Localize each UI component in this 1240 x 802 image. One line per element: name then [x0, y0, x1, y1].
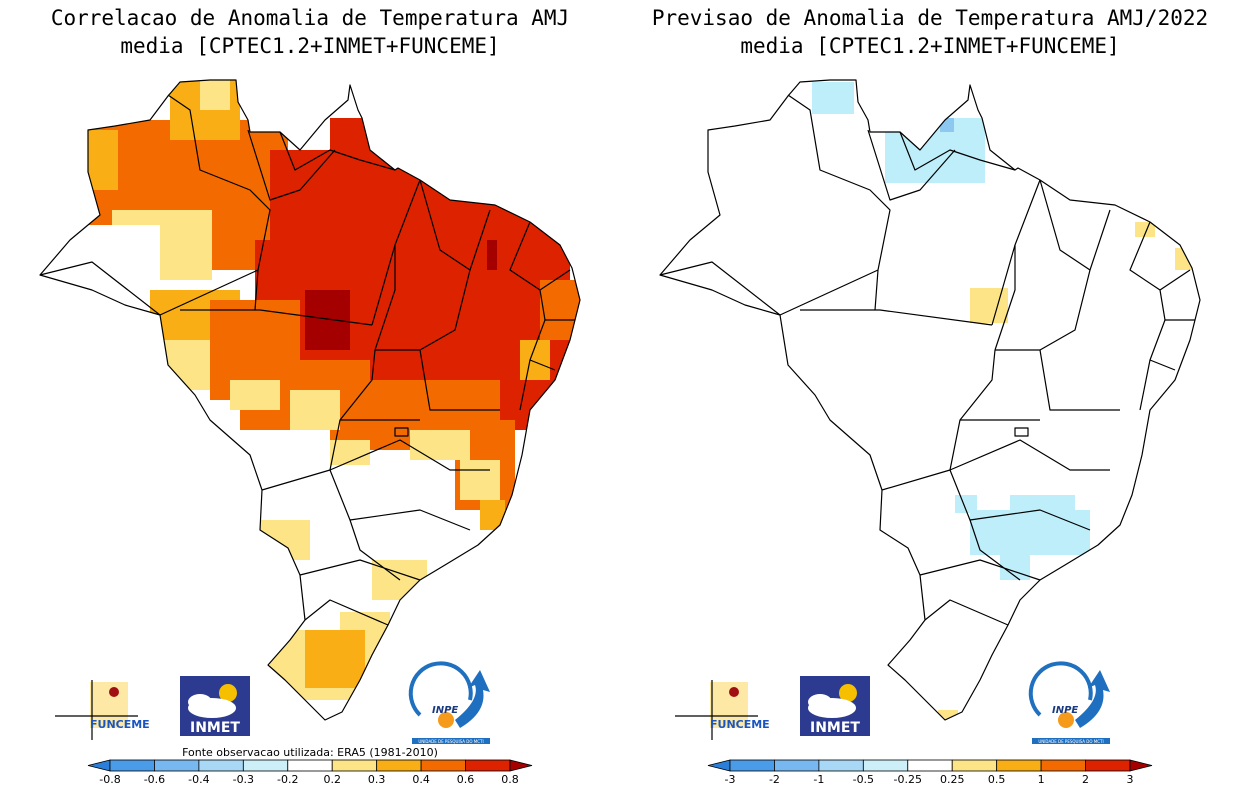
colorbar-swatch [774, 759, 820, 772]
colorbar-tick-label: -0.5 [853, 773, 874, 786]
correlation-panel: Correlacao de Anomalia de Temperatura AM… [39, 6, 581, 786]
colorbar-swatch [331, 759, 378, 772]
colorbar-tick-label: -0.8 [99, 773, 120, 786]
colorbar-swatch [1085, 759, 1131, 772]
colorbar-tick-labels: -3 -2 -1 -0.5 -0.25 0.25 0.5 1 2 3 [725, 773, 1134, 786]
colorbar-swatch [465, 759, 511, 772]
source-note: Fonte observacao utilizada: ERA5 (1981-2… [182, 746, 438, 759]
panel-title: Previsao de Anomalia de Temperatura AMJ/… [651, 6, 1209, 30]
colorbar-tick-label: 3 [1127, 773, 1134, 786]
inmet-logo-text: INMET [810, 720, 860, 736]
colorbar-swatch [1040, 759, 1086, 772]
colorbar-swatch [198, 759, 244, 772]
funceme-logo: FUNCEME [55, 680, 150, 740]
funceme-logo-text: FUNCEME [710, 718, 770, 731]
inpe-logo: INPE UNIDADE DE PESQUISA DO MCTI [1028, 661, 1110, 744]
colorbar-tick-label: 0.5 [988, 773, 1006, 786]
colorbar-swatch [996, 759, 1042, 772]
colorbar: -0.8 -0.6 -0.4 -0.3 -0.2 0.2 0.3 0.4 0.6 0.8 [87, 759, 533, 786]
colorbar-tick-label: 1 [1038, 773, 1045, 786]
state-borders [39, 79, 581, 721]
colorbar-tick-label: 0.4 [412, 773, 430, 786]
colorbar-swatches [707, 759, 1153, 772]
inpe-logo-text: INPE [1052, 705, 1078, 716]
colorbar-tick-label: 2 [1082, 773, 1089, 786]
colorbar-tick-label: 0.25 [940, 773, 965, 786]
colorbar-tick-label: -0.4 [188, 773, 209, 786]
colorbar-left-arrow [87, 759, 111, 772]
inpe-logo: INPE UNIDADE DE PESQUISA DO MCTI [408, 661, 490, 744]
colorbar-swatch [951, 759, 998, 772]
colorbar-swatch [862, 759, 909, 772]
colorbar-swatch [907, 759, 953, 772]
colorbar-right-arrow [509, 759, 533, 772]
colorbar-left-arrow [707, 759, 731, 772]
colorbar-tick-label: -0.6 [144, 773, 165, 786]
colorbar: -3 -2 -1 -0.5 -0.25 0.25 0.5 1 2 3 [707, 759, 1153, 786]
colorbar-tick-label: -1 [813, 773, 824, 786]
funceme-logo: FUNCEME [675, 680, 770, 740]
colorbar-swatch [109, 759, 155, 772]
colorbar-tick-label: 0.3 [368, 773, 386, 786]
colorbar-swatch [729, 759, 775, 772]
inpe-tagline: UNIDADE DE PESQUISA DO MCTI [1038, 739, 1103, 744]
forecast-panel: Previsao de Anomalia de Temperatura AMJ/… [620, 0, 1240, 802]
inpe-logo-text: INPE [432, 705, 458, 716]
state-borders [659, 79, 1201, 721]
forecast-map: FUNCEME INMET INPE UNIDADE DE PESQUISA D… [659, 79, 1201, 786]
inmet-logo: INMET [800, 676, 870, 736]
colorbar-tick-label: 0.2 [323, 773, 341, 786]
colorbar-right-arrow [1129, 759, 1153, 772]
panel-subtitle: media [CPTEC1.2+INMET+FUNCEME] [740, 34, 1120, 58]
colorbar-tick-label: -0.25 [894, 773, 922, 786]
colorbar-swatch [242, 759, 289, 772]
forecast-field [660, 80, 1200, 720]
funceme-logo-text: FUNCEME [90, 718, 150, 731]
colorbar-swatch [154, 759, 200, 772]
panel-subtitle: media [CPTEC1.2+INMET+FUNCEME] [120, 34, 500, 58]
correlation-field [40, 80, 580, 720]
correlation-map: FUNCEME INMET INPE UNIDADE DE PESQUISA D… [39, 79, 581, 786]
colorbar-swatch [818, 759, 864, 772]
colorbar-tick-label: 0.6 [457, 773, 475, 786]
colorbar-tick-labels: -0.8 -0.6 -0.4 -0.3 -0.2 0.2 0.3 0.4 0.6 0.8 [99, 773, 518, 786]
colorbar-swatch [376, 759, 422, 772]
colorbar-tick-label: -0.2 [277, 773, 298, 786]
colorbar-swatch [420, 759, 466, 772]
inpe-tagline: UNIDADE DE PESQUISA DO MCTI [418, 739, 483, 744]
colorbar-tick-label: -2 [769, 773, 780, 786]
colorbar-tick-label: -3 [725, 773, 736, 786]
colorbar-tick-label: 0.8 [501, 773, 519, 786]
colorbar-tick-label: -0.3 [233, 773, 254, 786]
panel-title: Correlacao de Anomalia de Temperatura AM… [50, 6, 570, 30]
inmet-logo-text: INMET [190, 720, 240, 736]
colorbar-swatch [287, 759, 333, 772]
inmet-logo: INMET [180, 676, 250, 736]
colorbar-swatches [87, 759, 533, 772]
